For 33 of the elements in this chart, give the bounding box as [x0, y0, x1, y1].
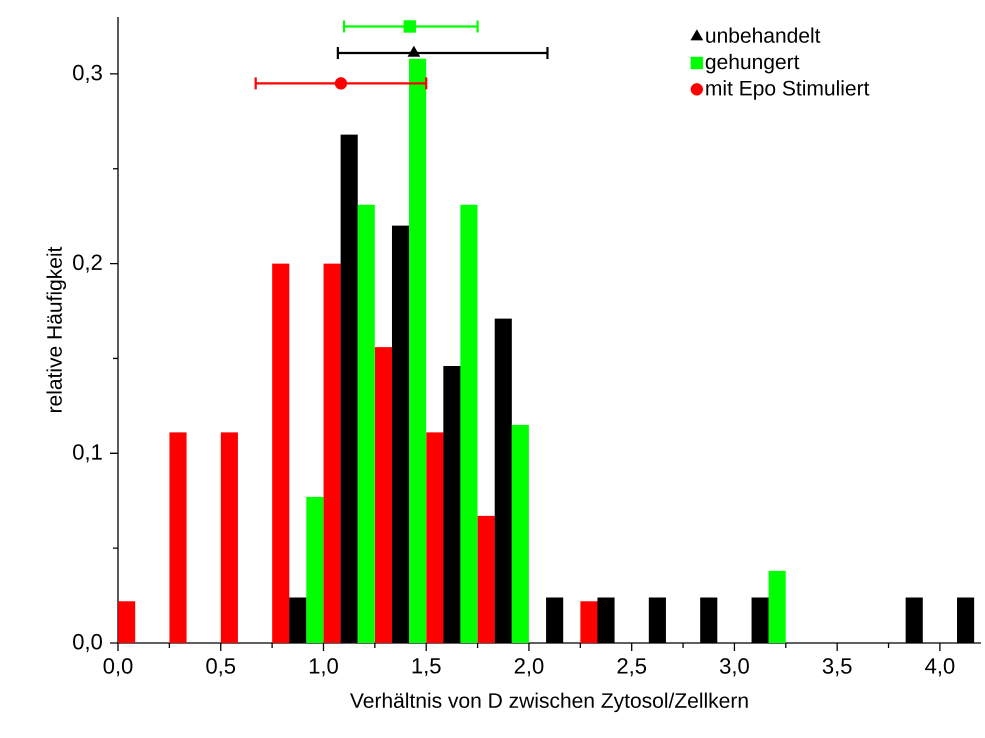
y-tick-label: 0,1 — [73, 444, 102, 462]
bar — [220, 432, 238, 643]
x-tick-label: 0,0 — [104, 658, 132, 676]
y-axis-title: relative Häufigkeit — [46, 246, 66, 412]
y-tick-label: 0,0 — [73, 634, 102, 652]
bar — [478, 516, 495, 643]
bar — [118, 601, 136, 643]
bar — [768, 570, 786, 643]
bar — [512, 424, 529, 643]
bar — [358, 204, 375, 643]
y-tick-label: 0,3 — [73, 64, 102, 83]
bar — [272, 264, 290, 643]
bar — [426, 432, 444, 643]
x-tick-label: 3,0 — [720, 658, 749, 676]
y-tick-label: 0,2 — [73, 254, 102, 273]
x-tick-label: 1,0 — [310, 658, 338, 676]
bar — [169, 432, 187, 643]
x-tick-label: 0,5 — [206, 658, 236, 676]
x-tick-label: 2,5 — [618, 658, 646, 676]
x-tick-label: 2,0 — [514, 658, 544, 676]
bar — [306, 496, 324, 643]
bar — [580, 601, 598, 643]
legend-label: unbehandelt — [706, 27, 820, 43]
legend-label: gehungert — [706, 54, 800, 74]
bar — [409, 58, 426, 643]
bar — [324, 264, 341, 643]
x-tick-label: 3,5 — [822, 658, 852, 676]
x-axis-title: Verhältnis von D zwischen Zytosol/Zellkern — [350, 692, 748, 712]
x-tick-label: 1,5 — [412, 658, 441, 676]
x-tick-label: 4,0 — [925, 658, 954, 676]
legend-label: mit Epo Stimuliert — [706, 80, 870, 100]
bar — [374, 347, 392, 643]
bar — [460, 204, 478, 643]
